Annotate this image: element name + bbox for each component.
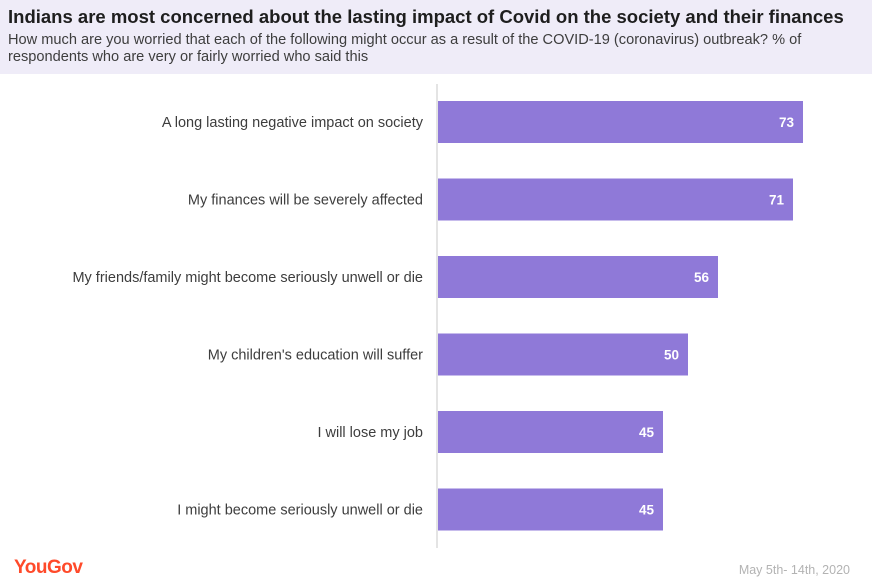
- chart-subtitle: How much are you worried that each of th…: [8, 32, 802, 65]
- category-label: I might become seriously unwell or die: [177, 503, 423, 519]
- bar: [438, 333, 688, 376]
- bar-value-label: 71: [769, 193, 785, 208]
- bar-value-label: 45: [639, 425, 655, 440]
- category-label: A long lasting negative impact on societ…: [162, 115, 424, 131]
- bar-value-label: 50: [664, 348, 679, 363]
- bar: [438, 256, 718, 298]
- header-band: Indians are most concerned about the las…: [0, 0, 872, 74]
- category-label: My friends/family might become seriously…: [72, 270, 423, 286]
- category-label: My children's education will suffer: [208, 348, 423, 364]
- category-label: I will lose my job: [317, 425, 423, 441]
- bar-chart: A long lasting negative impact on societ…: [72, 84, 803, 548]
- bar: [438, 411, 663, 453]
- fieldwork-date: May 5th- 14th, 2020: [738, 563, 850, 577]
- bar: [438, 178, 793, 221]
- yougov-logo: YouGov: [14, 557, 83, 578]
- bar: [438, 488, 663, 531]
- bar-value-label: 45: [639, 503, 655, 518]
- category-label: My finances will be severely affected: [188, 193, 423, 209]
- chart-title: Indians are most concerned about the las…: [8, 6, 844, 27]
- bar-value-label: 56: [694, 270, 710, 285]
- bar: [438, 101, 803, 143]
- bar-value-label: 73: [779, 115, 795, 130]
